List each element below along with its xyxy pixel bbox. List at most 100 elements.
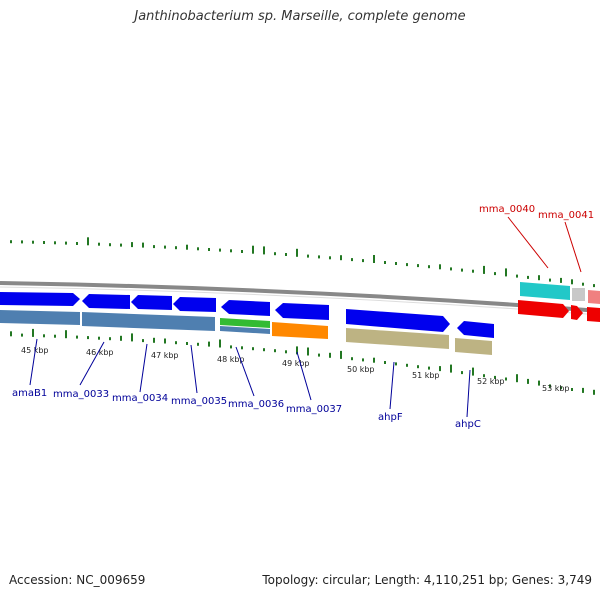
inner-gc-tick bbox=[274, 349, 276, 353]
inner-gc-tick bbox=[450, 364, 452, 373]
gene-mma0034-arrow[interactable] bbox=[131, 295, 172, 310]
cds-block-khaki-1 bbox=[346, 328, 449, 349]
outer-gc-tick bbox=[153, 245, 155, 249]
inner-gc-tick bbox=[461, 371, 463, 375]
cds-block-orange bbox=[272, 322, 328, 339]
gene-mma0035-arrow[interactable] bbox=[173, 297, 216, 312]
gene-mma0037-arrow[interactable] bbox=[275, 303, 329, 320]
outer-gc-tick bbox=[175, 246, 177, 250]
inner-gc-tick bbox=[340, 350, 342, 359]
outer-gc-tick bbox=[571, 279, 573, 285]
leader-mma0037 bbox=[296, 351, 312, 401]
outer-gc-tick bbox=[241, 250, 243, 253]
inner-gc-tick bbox=[373, 357, 375, 363]
outer-gc-tick bbox=[274, 252, 276, 256]
outer-gc-tick bbox=[307, 254, 309, 258]
inner-gc-tick bbox=[21, 333, 23, 337]
outer-gc-tick bbox=[252, 245, 254, 254]
inner-gc-tick bbox=[395, 362, 397, 366]
inner-gc-tick bbox=[219, 339, 221, 348]
inner-gc-tick bbox=[472, 367, 474, 376]
outer-gc-tick bbox=[483, 265, 485, 274]
outer-gc-tick bbox=[439, 264, 441, 270]
leader-ahpF bbox=[389, 361, 395, 410]
accession-text: Accession: NC_009659 bbox=[9, 573, 146, 587]
outer-gc-tick bbox=[109, 243, 111, 247]
inner-gc-tick bbox=[197, 342, 199, 346]
gene-amaB1-arrow[interactable] bbox=[0, 292, 80, 306]
gene-label-mma0040[interactable]: mma_0040 bbox=[479, 204, 535, 215]
gene-ahpF-arrow[interactable] bbox=[346, 309, 450, 332]
map-title: Janthinobacterium sp. Marseille, complet… bbox=[134, 9, 466, 24]
outer-gc-tick bbox=[329, 256, 331, 260]
inner-gc-tick bbox=[142, 339, 144, 343]
outer-gc-tick bbox=[98, 242, 100, 246]
gene-label-mma0037[interactable]: mma_0037 bbox=[286, 404, 342, 415]
outer-gc-tick bbox=[32, 240, 34, 244]
kbp-label-46: 46 kbp bbox=[86, 348, 114, 357]
cds-block-red-3 bbox=[587, 307, 600, 322]
inner-gc-tick bbox=[571, 388, 573, 391]
gene-mma0036-arrow[interactable] bbox=[221, 300, 270, 316]
inner-gc-tick bbox=[208, 341, 210, 347]
inner-gc-tick bbox=[54, 334, 56, 338]
outer-gc-tick bbox=[582, 282, 584, 286]
outer-gc-tick bbox=[549, 278, 551, 282]
inner-gc-tick bbox=[516, 374, 518, 383]
gene-label-ahpF[interactable]: ahpF bbox=[378, 412, 403, 423]
inner-gc-tick bbox=[131, 333, 133, 342]
outer-gc-tick bbox=[527, 275, 529, 279]
outer-gc-tick bbox=[395, 262, 397, 265]
outer-gc-ticks bbox=[10, 237, 595, 288]
leader-amaB1 bbox=[29, 338, 38, 386]
inner-gc-tick bbox=[98, 336, 100, 340]
inner-gc-tick bbox=[406, 363, 408, 367]
outer-gc-tick bbox=[164, 245, 166, 249]
leader-ahpC bbox=[466, 369, 471, 418]
leader-mma0040 bbox=[507, 216, 549, 269]
outer-gc-tick bbox=[505, 268, 507, 277]
inner-gc-tick bbox=[417, 365, 419, 369]
cds-block-steel-1 bbox=[0, 310, 80, 325]
outer-gc-tick bbox=[516, 274, 518, 278]
kbp-label-52: 52 kbp bbox=[477, 377, 505, 386]
outer-gc-tick bbox=[21, 240, 23, 244]
gene-label-amaB1[interactable]: amaB1 bbox=[12, 388, 47, 399]
outer-gc-tick bbox=[263, 246, 265, 255]
inner-gc-tick bbox=[43, 334, 45, 338]
gene-mma0033-arrow[interactable] bbox=[82, 294, 130, 309]
gene-label-mma0041[interactable]: mma_0041 bbox=[538, 210, 594, 221]
gene-mma0040-arrow[interactable] bbox=[520, 282, 570, 300]
inner-gc-tick bbox=[494, 375, 496, 379]
leader-mma0041 bbox=[564, 221, 582, 273]
outer-gc-tick bbox=[197, 247, 199, 251]
backbone-arc bbox=[0, 281, 600, 313]
outer-gc-tick bbox=[593, 284, 595, 288]
gene-label-ahpC[interactable]: ahpC bbox=[455, 419, 481, 430]
inner-gc-tick bbox=[384, 361, 386, 364]
leader-mma0036 bbox=[235, 346, 255, 397]
gene-label-mma0034[interactable]: mma_0034 bbox=[112, 393, 168, 404]
inner-gc-tick bbox=[538, 380, 540, 386]
outer-gc-tick bbox=[43, 241, 45, 244]
leader-mma0035 bbox=[190, 344, 198, 394]
outer-gc-tick bbox=[65, 241, 67, 245]
kbp-label-51: 51 kbp bbox=[412, 371, 440, 380]
gene-mma0041-arrow[interactable] bbox=[588, 290, 600, 304]
gene-label-mma0033[interactable]: mma_0033 bbox=[53, 389, 109, 400]
gene-label-mma0035[interactable]: mma_0035 bbox=[171, 396, 227, 407]
inner-gc-tick bbox=[10, 331, 12, 337]
inner-gc-tick bbox=[241, 346, 243, 350]
gene-label-mma0036[interactable]: mma_0036 bbox=[228, 399, 284, 410]
cds-block-green bbox=[220, 318, 270, 328]
gene-ahpC-arrow[interactable] bbox=[457, 321, 494, 338]
forward-strand-genes bbox=[0, 282, 600, 338]
gene-mma0040b-box[interactable] bbox=[572, 288, 585, 301]
cds-block-steel-2 bbox=[82, 312, 215, 331]
inner-gc-tick bbox=[428, 366, 430, 370]
outer-gc-tick bbox=[208, 248, 210, 251]
inner-gc-tick bbox=[230, 345, 232, 349]
cds-strand-blocks bbox=[0, 300, 600, 355]
